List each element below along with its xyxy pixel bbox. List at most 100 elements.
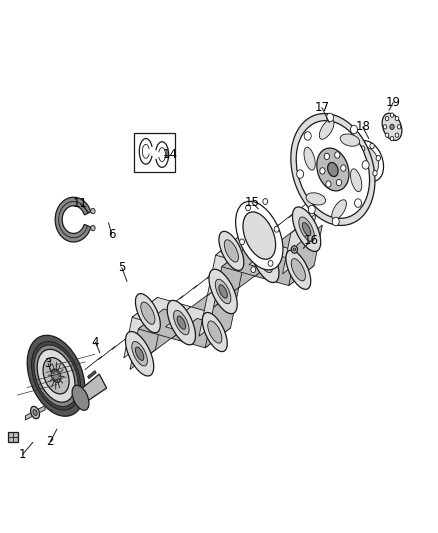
Ellipse shape	[72, 385, 89, 410]
Ellipse shape	[135, 347, 144, 360]
Circle shape	[308, 205, 315, 214]
Ellipse shape	[219, 285, 227, 298]
Ellipse shape	[328, 163, 338, 176]
Ellipse shape	[34, 345, 78, 407]
Ellipse shape	[291, 114, 375, 225]
Ellipse shape	[31, 406, 39, 419]
Text: 5: 5	[118, 261, 125, 274]
Ellipse shape	[32, 342, 81, 410]
Polygon shape	[88, 370, 96, 378]
Polygon shape	[289, 225, 322, 286]
Ellipse shape	[382, 113, 402, 141]
Polygon shape	[213, 247, 247, 308]
Text: 15: 15	[244, 196, 259, 209]
Text: 2: 2	[46, 435, 54, 448]
Ellipse shape	[135, 294, 160, 333]
Polygon shape	[178, 286, 226, 328]
Circle shape	[385, 116, 389, 120]
Circle shape	[336, 180, 342, 186]
Circle shape	[395, 116, 399, 120]
Polygon shape	[262, 223, 310, 266]
Polygon shape	[25, 406, 45, 420]
Polygon shape	[205, 287, 239, 348]
Ellipse shape	[37, 349, 75, 402]
Ellipse shape	[291, 259, 305, 281]
Ellipse shape	[224, 240, 238, 262]
Ellipse shape	[354, 141, 384, 181]
Polygon shape	[222, 247, 281, 276]
Ellipse shape	[261, 254, 269, 267]
Ellipse shape	[302, 222, 311, 236]
Text: 17: 17	[314, 101, 329, 114]
Wedge shape	[55, 197, 91, 242]
Circle shape	[357, 161, 361, 166]
Polygon shape	[255, 256, 314, 286]
Circle shape	[360, 146, 365, 151]
Text: 14: 14	[162, 148, 177, 161]
Circle shape	[326, 113, 333, 122]
Circle shape	[376, 156, 381, 161]
Text: 3: 3	[45, 357, 52, 370]
Ellipse shape	[340, 134, 360, 146]
Polygon shape	[283, 213, 316, 274]
Circle shape	[274, 227, 279, 232]
Ellipse shape	[177, 316, 186, 329]
Ellipse shape	[359, 148, 378, 174]
Circle shape	[390, 136, 394, 141]
Circle shape	[390, 113, 394, 117]
Ellipse shape	[304, 147, 315, 170]
Circle shape	[293, 248, 296, 251]
Ellipse shape	[173, 310, 189, 335]
Text: 18: 18	[355, 120, 370, 133]
Ellipse shape	[125, 332, 154, 376]
Polygon shape	[138, 309, 197, 338]
Polygon shape	[124, 297, 157, 358]
Text: 6: 6	[108, 228, 116, 241]
Circle shape	[326, 181, 331, 187]
Circle shape	[240, 239, 244, 245]
Ellipse shape	[251, 238, 279, 282]
Ellipse shape	[350, 169, 362, 192]
Polygon shape	[220, 255, 268, 297]
Circle shape	[350, 125, 357, 134]
Ellipse shape	[202, 312, 227, 352]
Circle shape	[385, 133, 389, 138]
Ellipse shape	[132, 342, 147, 366]
Circle shape	[246, 205, 251, 211]
Polygon shape	[137, 317, 184, 360]
Ellipse shape	[51, 369, 61, 383]
Ellipse shape	[319, 119, 334, 139]
Ellipse shape	[219, 231, 244, 270]
Circle shape	[324, 153, 329, 159]
Circle shape	[268, 261, 273, 266]
Ellipse shape	[306, 193, 325, 205]
Polygon shape	[166, 307, 224, 336]
Text: 16: 16	[304, 235, 318, 247]
Circle shape	[354, 199, 361, 207]
Circle shape	[297, 170, 304, 179]
Text: 11: 11	[73, 197, 88, 210]
Circle shape	[370, 143, 374, 149]
Circle shape	[397, 125, 401, 129]
Ellipse shape	[299, 217, 314, 241]
Ellipse shape	[317, 148, 349, 191]
Text: 1: 1	[19, 448, 27, 461]
Ellipse shape	[286, 250, 311, 289]
Ellipse shape	[293, 207, 321, 252]
Circle shape	[373, 171, 377, 176]
Ellipse shape	[43, 358, 69, 394]
Polygon shape	[172, 318, 230, 348]
Ellipse shape	[257, 248, 272, 272]
Circle shape	[363, 173, 367, 179]
Ellipse shape	[332, 200, 346, 220]
Ellipse shape	[215, 279, 231, 304]
Polygon shape	[132, 297, 191, 327]
Bar	[8, 432, 18, 442]
Circle shape	[320, 168, 325, 174]
Circle shape	[91, 225, 95, 231]
Circle shape	[341, 165, 346, 171]
Circle shape	[251, 266, 256, 272]
Circle shape	[362, 160, 369, 169]
Ellipse shape	[27, 335, 85, 416]
Ellipse shape	[236, 201, 283, 270]
